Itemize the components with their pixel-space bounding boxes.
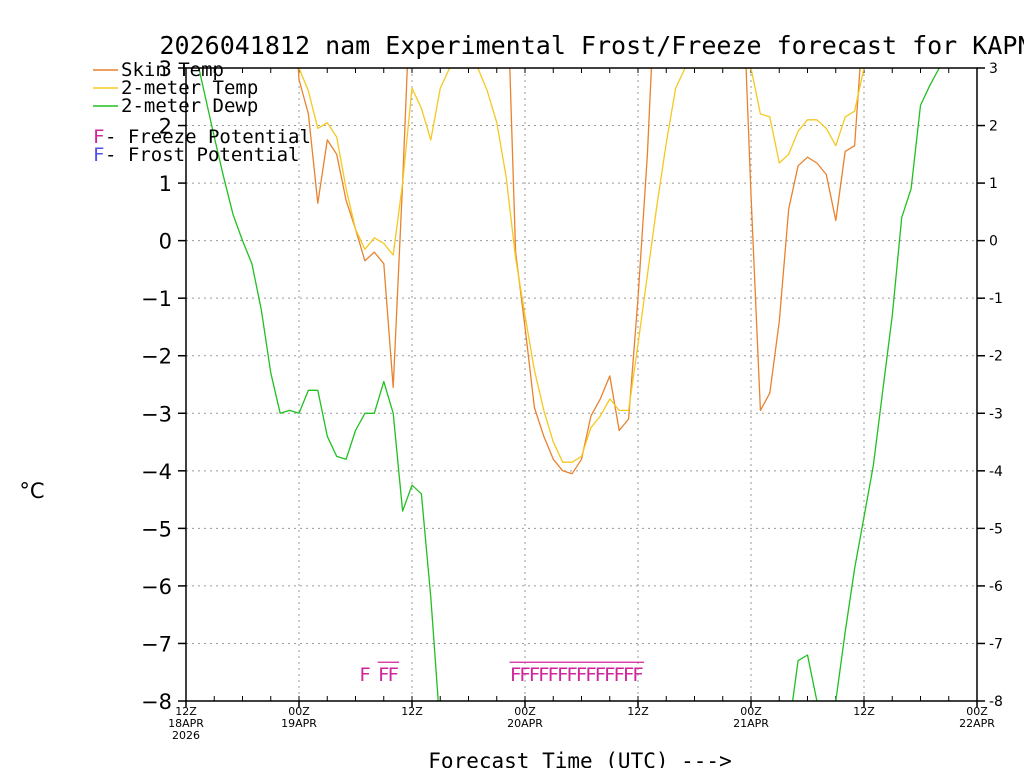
y-tick-label-right: 1 [989, 176, 998, 192]
x-tick-label: 12Z [853, 705, 875, 718]
y-tick-label-right: -3 [989, 406, 1003, 422]
freeze-marker: F [387, 664, 398, 686]
y-tick-label-left: 0 [159, 230, 172, 254]
legend-marker: F [93, 126, 104, 148]
freeze-marker: F [566, 664, 577, 686]
x-tick-label: 00Z [288, 705, 310, 718]
x-tick-label: 00Z [740, 705, 762, 718]
x-axis-label: Forecast Time (UTC) ---> [428, 749, 731, 768]
x-tick-label: 12Z [175, 705, 197, 718]
y-tick-label-left: −6 [141, 575, 172, 599]
freeze-marker: F [548, 664, 559, 686]
y-tick-label-left: 1 [159, 172, 172, 196]
freeze-marker: F [529, 664, 540, 686]
series-line-skin-temp [297, 68, 861, 475]
legend-label: 2-meter Dewp [121, 95, 258, 117]
y-tick-label-left: −5 [141, 517, 172, 541]
y-axis: 3 3 2 2 1 1 0 0 −1 -1 −2 -2 −3 -3 −4 -4 −5 -5 −6 -6 −7 -7 −8 -8 [141, 57, 1003, 714]
x-tick-label: 22APR [959, 717, 995, 730]
series-line-2-meter-dewp [198, 68, 940, 701]
plot-frame [185, 67, 978, 702]
y-tick-label-right: -5 [989, 521, 1003, 537]
x-tick-label: 19APR [281, 717, 317, 730]
y-tick-label-right: -6 [989, 579, 1003, 595]
x-tick-label: 00Z [966, 705, 988, 718]
y-tick-label-left: −1 [141, 287, 172, 311]
x-tick-label: 12Z [401, 705, 423, 718]
freeze-marker: F [576, 664, 587, 686]
series-layer [198, 68, 940, 701]
y-tick-label-left: −4 [141, 460, 172, 484]
y-tick-label-left: −8 [141, 690, 172, 714]
y-tick-label-right: 0 [989, 234, 998, 250]
y-tick-label-right: -8 [989, 694, 1003, 710]
freeze-marker: F [519, 664, 530, 686]
x-tick-label: 12Z [627, 705, 649, 718]
freeze-marker: F [632, 664, 643, 686]
y-tick-label-left: −3 [141, 402, 172, 426]
freeze-marker: F [613, 664, 624, 686]
legend-marker: F [93, 144, 104, 166]
chart-title: 2026041812 nam Experimental Frost/Freeze… [160, 31, 1024, 60]
freeze-marker: F [585, 664, 596, 686]
x-tick-label: 2026 [172, 729, 200, 742]
freeze-marker: F [359, 664, 370, 686]
y-tick-label-right: -7 [989, 636, 1003, 652]
freeze-marker: F [595, 664, 606, 686]
x-tick-label: 00Z [514, 705, 536, 718]
freeze-marker: F [604, 664, 615, 686]
y-tick-label-right: 3 [989, 61, 998, 77]
legend-label: Skin Temp [121, 59, 224, 81]
x-tick-label: 21APR [733, 717, 769, 730]
freeze-marker: F [510, 664, 521, 686]
y-axis-label: °C [19, 479, 44, 503]
freeze-marker: F [557, 664, 568, 686]
y-tick-label-left: −7 [141, 632, 172, 656]
y-tick-label-left: −2 [141, 345, 172, 369]
grid-lines [186, 68, 977, 701]
x-tick-label: 20APR [507, 717, 543, 730]
legend-potential-label: - Freeze Potential [105, 126, 311, 148]
x-tick-label: 18APR [168, 717, 204, 730]
legend-potential-label: - Frost Potential [105, 144, 299, 166]
y-tick-label-right: 2 [989, 119, 998, 135]
freeze-marker: F [623, 664, 634, 686]
y-tick-label-right: -2 [989, 349, 1003, 365]
y-tick-label-left: 3 [159, 57, 172, 81]
freeze-marker: F [378, 664, 389, 686]
y-tick-label-right: -4 [989, 464, 1003, 480]
y-tick-label-left: 2 [159, 115, 172, 139]
legend-label: 2-meter Temp [121, 77, 258, 99]
freeze-marker: F [538, 664, 549, 686]
series-line-2-meter-temp [298, 68, 865, 463]
y-tick-label-right: -1 [989, 291, 1003, 307]
